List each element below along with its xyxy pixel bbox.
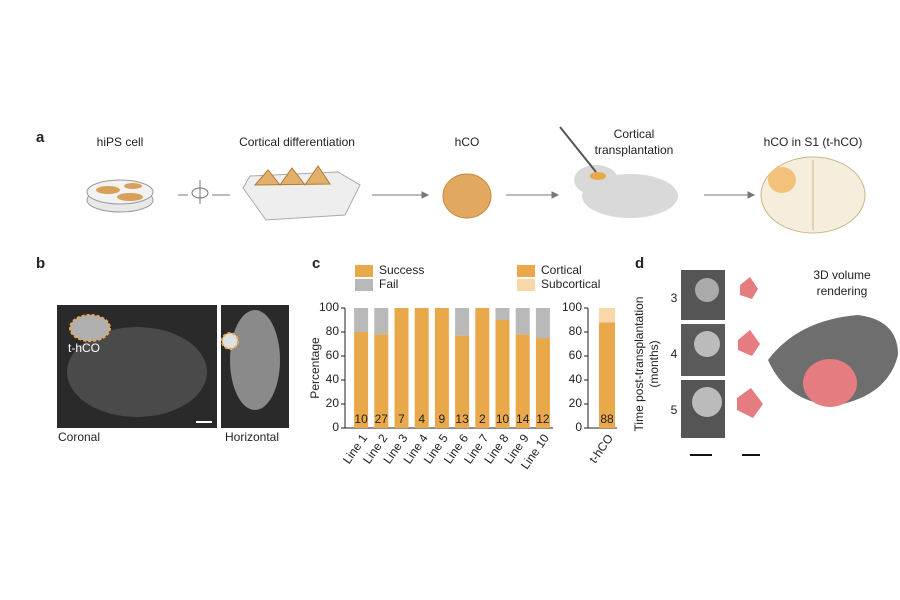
caption: Horizontal xyxy=(225,430,279,444)
step-label: transplantation xyxy=(595,143,674,157)
step-label: hCO xyxy=(455,135,480,149)
bar-segment xyxy=(434,308,449,428)
y-tick-label: 40 xyxy=(326,372,340,386)
bar-segment xyxy=(599,308,615,323)
panel-letter: a xyxy=(36,129,45,146)
bar-segment xyxy=(515,334,530,428)
row-label: 3 xyxy=(671,291,678,305)
bar-label: 88 xyxy=(600,412,614,426)
legend-label: Fail xyxy=(379,277,398,291)
legend-swatch xyxy=(355,265,373,277)
differentiation-tray xyxy=(242,165,361,221)
y-tick-label: 80 xyxy=(326,324,340,338)
brain-section xyxy=(760,156,866,234)
step-label: hCO in S1 (t-hCO) xyxy=(764,135,863,149)
step-label: Cortical differentiation xyxy=(239,135,355,149)
bar-segment xyxy=(414,308,429,428)
y-tick-label: 80 xyxy=(569,324,583,338)
bar-label: 12 xyxy=(536,412,550,426)
y-tick-label: 60 xyxy=(569,348,583,362)
legend-swatch xyxy=(355,279,373,291)
bar-label: 14 xyxy=(516,412,530,426)
bar-segment xyxy=(354,332,369,428)
row-label: 4 xyxy=(671,347,678,361)
y-tick-label: 20 xyxy=(326,396,340,410)
bar-segment xyxy=(354,308,369,332)
step-label: Cortical xyxy=(614,127,655,141)
bar-label: 2 xyxy=(479,412,486,426)
bar-label: 9 xyxy=(439,412,446,426)
mri-brain xyxy=(67,327,207,417)
rotation-icon xyxy=(191,180,209,204)
y-tick-label: 0 xyxy=(575,420,582,434)
bar-segment xyxy=(599,322,615,428)
axis-label: (months) xyxy=(647,340,661,387)
tissue-images xyxy=(681,270,898,456)
bar-segment xyxy=(374,334,389,428)
bar-segment xyxy=(374,308,389,335)
bar-segment xyxy=(394,308,409,428)
bar-segment xyxy=(515,308,530,335)
row-label: 5 xyxy=(671,403,678,417)
bar-label: 10 xyxy=(496,412,510,426)
bar-segment xyxy=(455,335,470,428)
y-tick-label: 0 xyxy=(332,420,339,434)
legend-label: Success xyxy=(379,263,424,277)
bar-segment xyxy=(475,308,490,428)
t-hco-outline xyxy=(221,332,239,350)
bar-segment xyxy=(495,320,510,428)
bar-segment xyxy=(455,308,470,336)
panel-title: rendering xyxy=(817,284,868,298)
legend-swatch xyxy=(517,279,535,291)
bar-label: 10 xyxy=(354,412,368,426)
bar-label: 4 xyxy=(418,412,425,426)
y-tick-label: 20 xyxy=(569,396,583,410)
bar-segment xyxy=(495,308,510,320)
bar-label: 27 xyxy=(375,412,389,426)
bar-segment xyxy=(535,338,550,428)
step-label: hiPS cell xyxy=(97,135,144,149)
arrows xyxy=(178,191,756,199)
panel-letter: d xyxy=(635,255,644,272)
hco-organoid xyxy=(442,173,492,219)
x-tick-label: t-hCO xyxy=(586,432,616,466)
y-tick-label: 100 xyxy=(562,300,582,314)
mri-brain xyxy=(230,310,280,410)
y-tick-label: 60 xyxy=(326,348,340,362)
panel-letter: c xyxy=(312,255,320,272)
bar-label: 7 xyxy=(398,412,405,426)
y-tick-label: 100 xyxy=(319,300,339,314)
legend-swatch xyxy=(517,265,535,277)
legend-label: Cortical xyxy=(541,263,582,277)
caption: Coronal xyxy=(58,430,100,444)
bar-label: 13 xyxy=(455,412,469,426)
panel-title: 3D volume xyxy=(813,268,871,282)
axis-label: Time post-transplantation xyxy=(632,297,646,432)
panel-letter: b xyxy=(36,255,45,272)
petri-dish xyxy=(86,179,154,213)
bar-segment xyxy=(535,308,550,338)
y-axis-label: Percentage xyxy=(308,337,322,399)
mouse xyxy=(559,126,678,218)
y-tick-label: 40 xyxy=(569,372,583,386)
legend-label: Subcortical xyxy=(541,277,600,291)
overlay-label: t-hCO xyxy=(68,341,100,355)
t-hco-outline xyxy=(69,314,111,342)
